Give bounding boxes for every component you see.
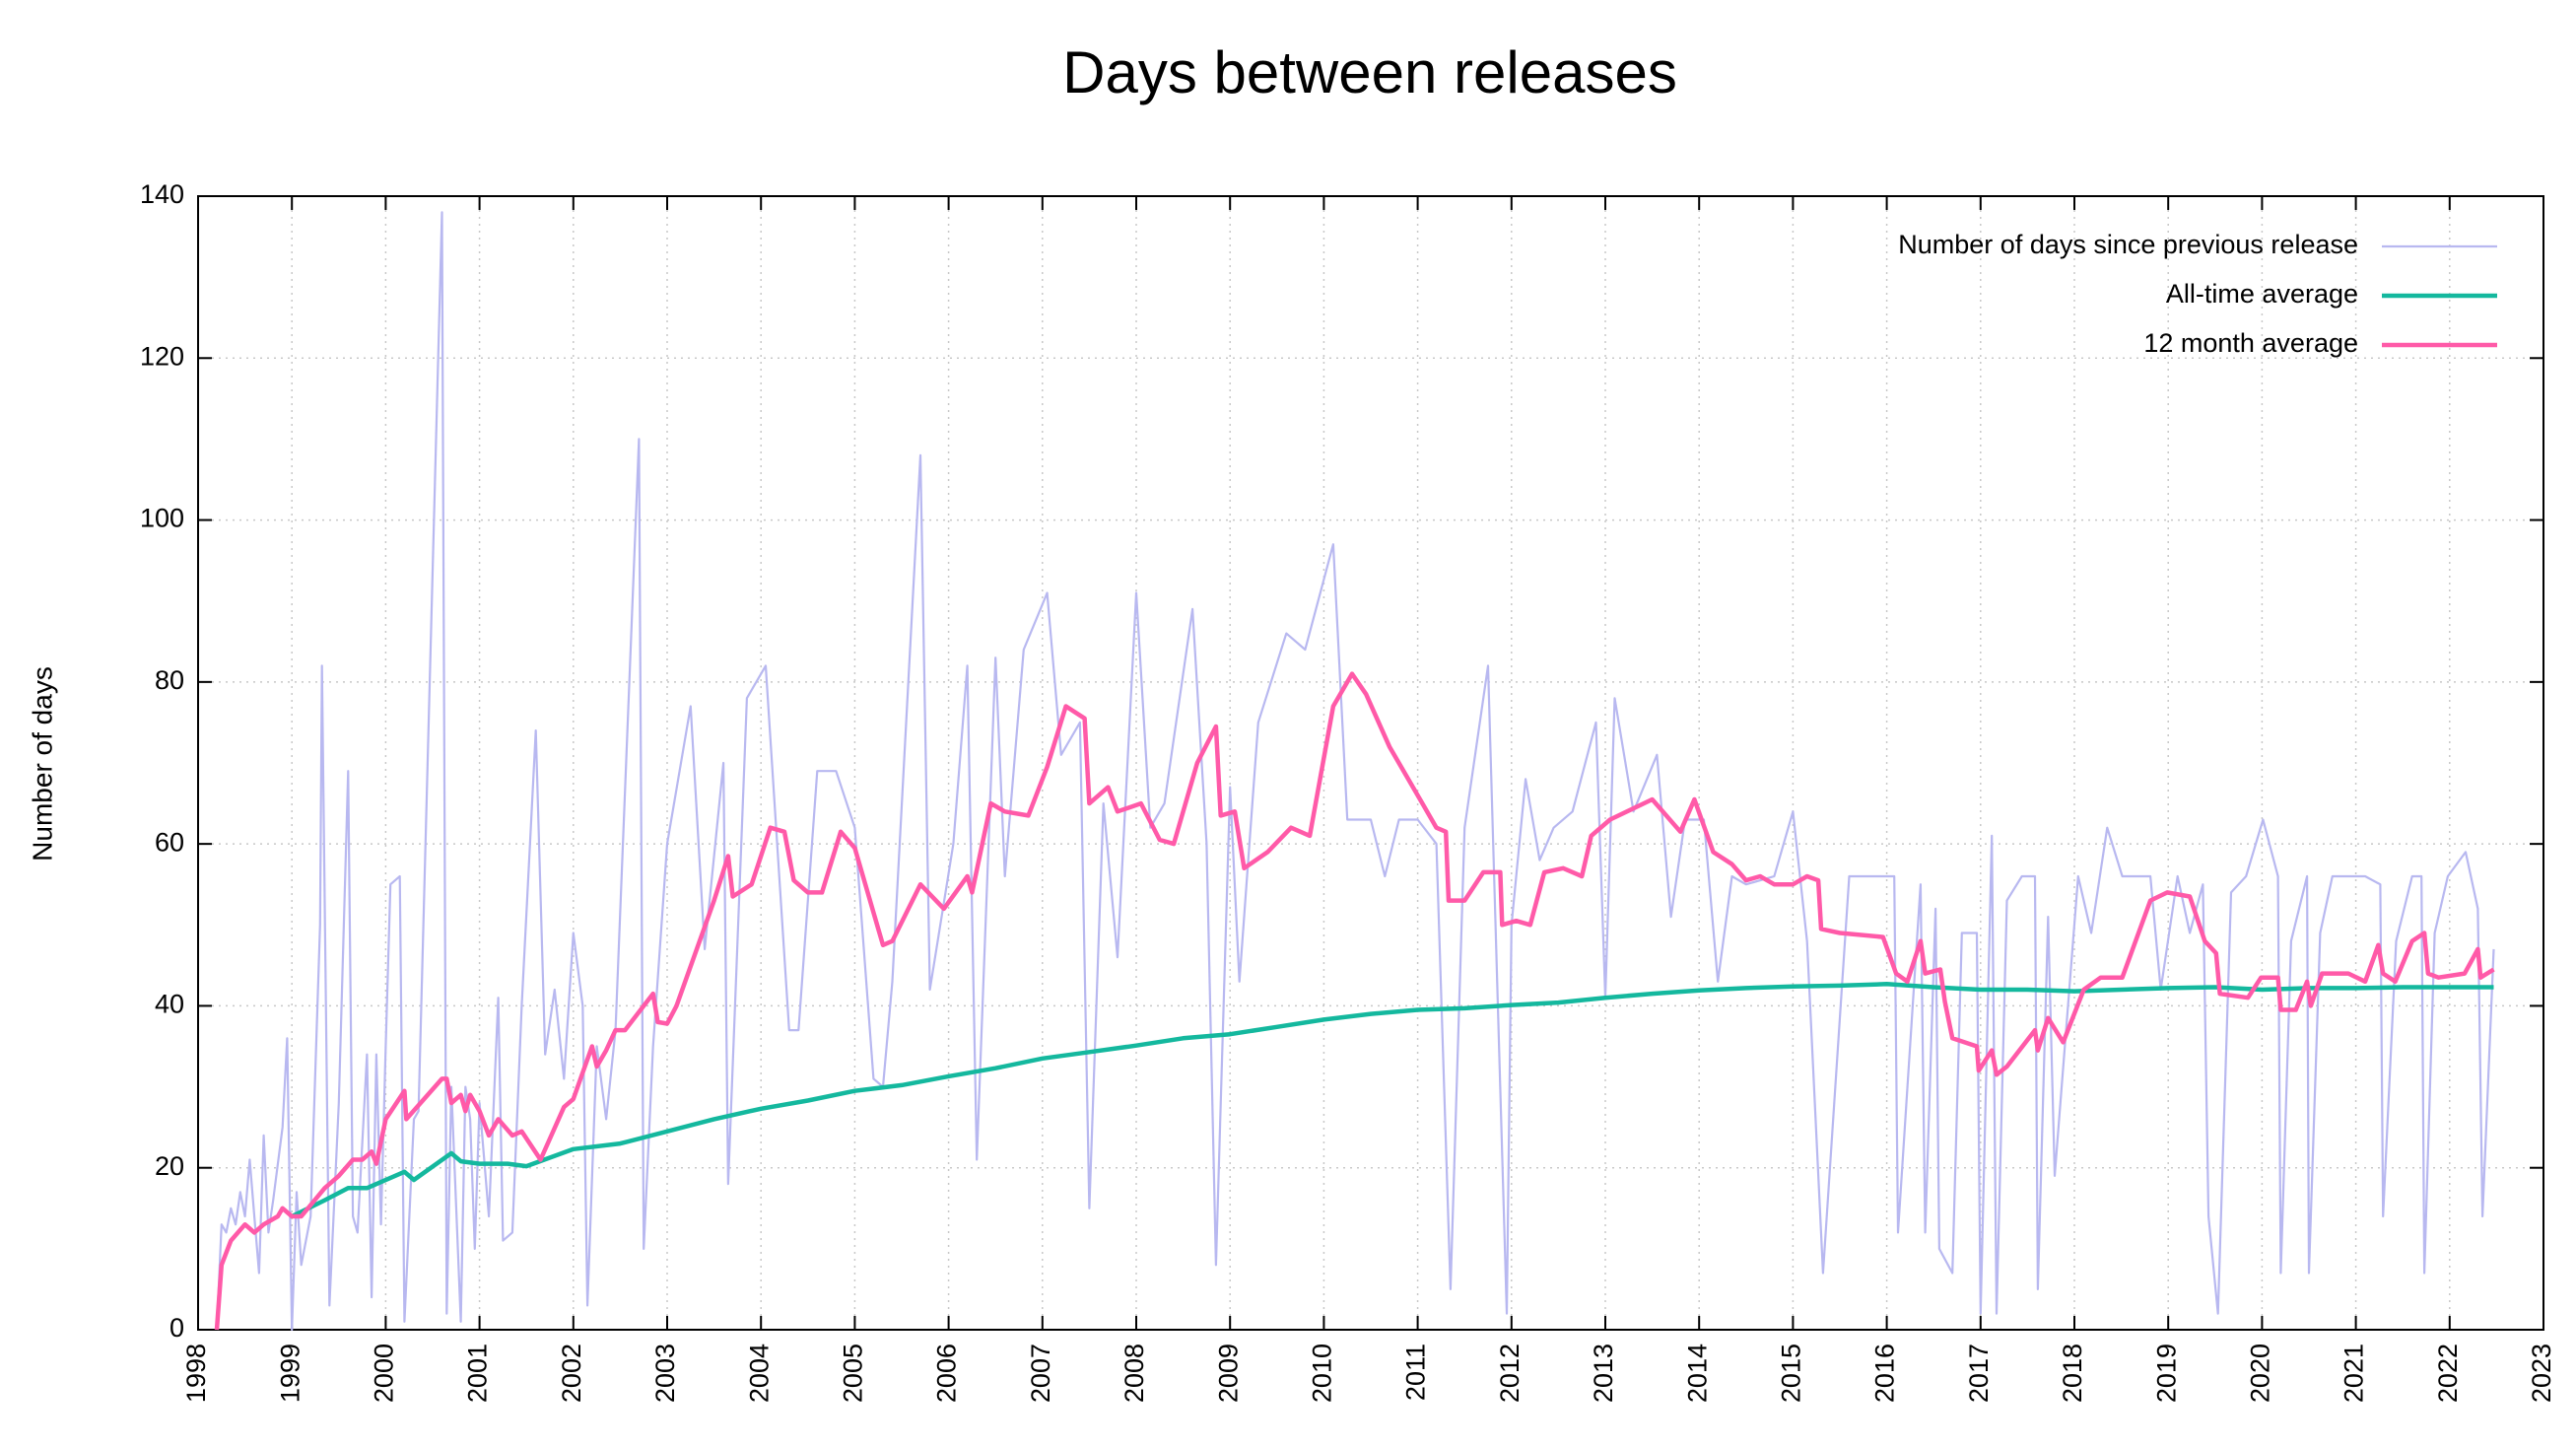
x-tick-label: 2008 bbox=[1119, 1344, 1149, 1403]
y-tick-label: 40 bbox=[155, 990, 184, 1019]
x-tick-label: 2022 bbox=[2433, 1344, 2463, 1403]
y-axis-label: Number of days bbox=[27, 666, 57, 862]
x-tick-label: 2013 bbox=[1589, 1344, 1618, 1403]
x-tick-label: 2016 bbox=[1870, 1344, 1900, 1403]
x-tick-label: 2015 bbox=[1777, 1344, 1806, 1403]
plot-frame bbox=[197, 195, 2544, 1331]
x-tick-label: 2006 bbox=[932, 1344, 962, 1403]
x-tick-label: 2020 bbox=[2246, 1344, 2275, 1403]
x-tick-label: 2021 bbox=[2339, 1344, 2369, 1403]
chart-title: Days between releases bbox=[1062, 39, 1677, 105]
legend-label: All-time average bbox=[2166, 279, 2358, 309]
y-tick-label: 100 bbox=[140, 504, 184, 533]
x-tick-label: 2023 bbox=[2527, 1344, 2556, 1403]
y-tick-label: 0 bbox=[169, 1313, 184, 1343]
y-tick-label: 80 bbox=[155, 665, 184, 695]
x-tick-label: 2001 bbox=[463, 1344, 493, 1403]
x-tick-label: 2012 bbox=[1495, 1344, 1525, 1403]
x-tick-label: 1998 bbox=[181, 1344, 211, 1403]
series-line bbox=[215, 211, 2495, 1332]
x-tick-label: 2009 bbox=[1213, 1344, 1243, 1403]
x-tick-label: 2007 bbox=[1026, 1344, 1055, 1403]
x-tick-label: 2002 bbox=[557, 1344, 586, 1403]
x-tick-label: 2017 bbox=[1964, 1344, 1994, 1403]
series-line bbox=[214, 671, 2495, 1331]
x-tick-label: 2000 bbox=[370, 1344, 399, 1403]
legend-label: 12 month average bbox=[2143, 328, 2358, 358]
x-tick-label: 2005 bbox=[839, 1344, 868, 1403]
x-tick-label: 1999 bbox=[275, 1344, 305, 1403]
x-tick-label: 2010 bbox=[1308, 1344, 1337, 1403]
y-tick-label: 20 bbox=[155, 1151, 184, 1181]
x-tick-label: 2003 bbox=[650, 1344, 680, 1403]
series-line bbox=[291, 982, 2494, 1219]
x-tick-label: 2019 bbox=[2151, 1344, 2181, 1403]
x-tick-label: 2018 bbox=[2058, 1344, 2087, 1403]
legend-label: Number of days since previous release bbox=[1898, 230, 2358, 259]
x-tick-label: 2011 bbox=[1401, 1344, 1431, 1401]
x-tick-label: 2004 bbox=[744, 1344, 774, 1403]
x-tick-label: 2014 bbox=[1682, 1344, 1712, 1403]
y-tick-label: 60 bbox=[155, 827, 184, 857]
y-tick-label: 140 bbox=[140, 179, 184, 209]
y-tick-label: 120 bbox=[140, 341, 184, 371]
